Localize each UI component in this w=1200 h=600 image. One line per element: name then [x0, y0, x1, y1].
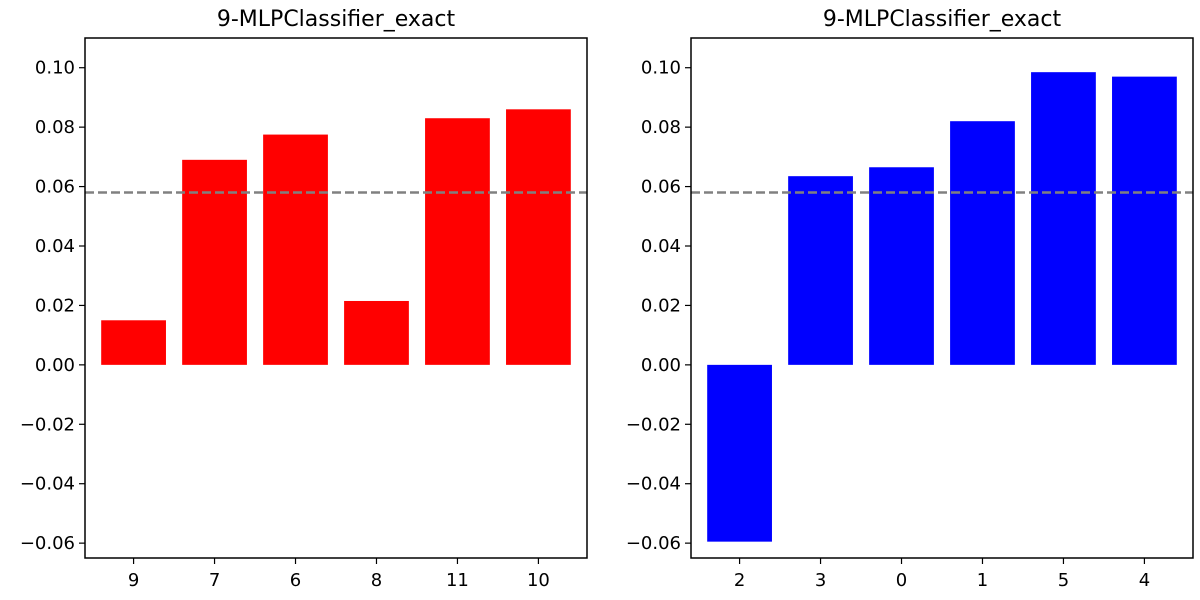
x-tick-label: 10 — [527, 570, 550, 591]
x-tick-label: 4 — [1139, 570, 1150, 591]
x-tick-label: 3 — [815, 570, 826, 591]
bar-7 — [182, 159, 247, 365]
y-tick-label: 0.08 — [641, 117, 681, 138]
y-tick-label: −0.02 — [20, 414, 75, 435]
bar-8 — [344, 300, 409, 365]
x-tick-label: 11 — [446, 570, 469, 591]
y-tick-label: −0.06 — [626, 533, 681, 554]
x-tick-label: 5 — [1058, 570, 1069, 591]
y-tick-label: 0.00 — [35, 355, 75, 376]
y-tick-label: 0.04 — [641, 236, 681, 257]
y-tick-label: −0.02 — [626, 414, 681, 435]
bar-1 — [950, 121, 1015, 365]
y-tick-label: 0.02 — [641, 295, 681, 316]
y-tick-label: 0.02 — [35, 295, 75, 316]
y-tick-label: 0.06 — [35, 177, 75, 198]
y-tick-label: 0.08 — [35, 117, 75, 138]
y-tick-label: −0.06 — [20, 533, 75, 554]
chart-title: 9-MLPClassifier_exact — [217, 7, 456, 32]
bar-11 — [425, 118, 490, 365]
axes-frame — [84, 37, 588, 559]
x-tick-label: 9 — [128, 570, 139, 591]
x-tick-label: 7 — [209, 570, 220, 591]
bar-0 — [869, 167, 934, 365]
x-tick-label: 2 — [734, 570, 745, 591]
bar-3 — [788, 176, 853, 365]
bar-4 — [1112, 76, 1177, 365]
y-tick-label: −0.04 — [626, 474, 681, 495]
chart-title: 9-MLPClassifier_exact — [823, 7, 1062, 32]
x-tick-label: 8 — [371, 570, 382, 591]
y-tick-label: 0.04 — [35, 236, 75, 257]
bar-2 — [707, 364, 772, 542]
bar-9 — [101, 320, 166, 365]
bar-10 — [506, 109, 571, 365]
x-tick-label: 6 — [290, 570, 301, 591]
y-tick-label: −0.04 — [20, 474, 75, 495]
y-tick-label: 0.10 — [35, 58, 75, 79]
x-tick-label: 1 — [977, 570, 988, 591]
chart-right: 9-MLPClassifier_exact −0.06 −0.04 −0.02 0.00… — [626, 7, 1194, 591]
axes-frame — [690, 37, 1194, 559]
chart-left: 9-MLPClassifier_exact −0.06 −0.04 −0.02 0.00… — [20, 7, 588, 591]
y-tick-label: 0.00 — [641, 355, 681, 376]
y-tick-label: 0.06 — [641, 177, 681, 198]
bar-5 — [1031, 72, 1096, 365]
x-tick-label: 0 — [896, 570, 907, 591]
bar-6 — [263, 134, 328, 365]
y-tick-label: 0.10 — [641, 58, 681, 79]
